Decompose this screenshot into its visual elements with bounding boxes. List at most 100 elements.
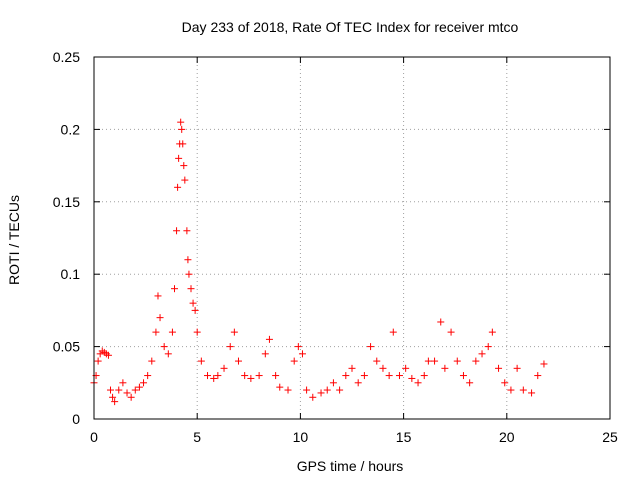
data-point xyxy=(183,227,191,235)
data-point xyxy=(135,383,143,391)
data-point xyxy=(204,372,212,380)
data-point xyxy=(501,379,509,387)
data-point xyxy=(402,364,410,372)
data-point xyxy=(408,374,416,382)
data-point xyxy=(513,364,521,372)
data-point xyxy=(395,372,403,380)
x-axis-label: GPS time / hours xyxy=(297,458,404,474)
y-tick-label: 0.15 xyxy=(53,194,80,210)
data-point xyxy=(220,364,228,372)
chart-title: Day 233 of 2018, Rate Of TEC Index for r… xyxy=(182,19,519,35)
data-point xyxy=(540,360,548,368)
data-point xyxy=(154,292,162,300)
data-point xyxy=(181,176,189,184)
data-point xyxy=(290,357,298,365)
data-point xyxy=(385,372,393,380)
grid-lines xyxy=(94,57,610,419)
data-point xyxy=(367,343,375,351)
data-point xyxy=(184,256,192,264)
data-point xyxy=(453,357,461,365)
data-point xyxy=(447,328,455,336)
data-point xyxy=(127,393,135,401)
x-tick-label: 0 xyxy=(90,429,98,445)
data-point xyxy=(261,350,269,358)
data-point xyxy=(173,227,181,235)
data-point xyxy=(160,343,168,351)
data-point xyxy=(94,357,102,365)
data-point xyxy=(519,386,527,394)
data-point xyxy=(119,379,127,387)
data-point xyxy=(309,393,317,401)
y-tick-label: 0.1 xyxy=(61,266,81,282)
y-axis-label: ROTI / TECUs xyxy=(6,195,22,285)
data-point xyxy=(342,372,350,380)
data-point xyxy=(152,328,160,336)
x-tick-label: 25 xyxy=(602,429,618,445)
data-point xyxy=(424,357,432,365)
y-tick-label: 0 xyxy=(72,411,80,427)
data-point xyxy=(488,328,496,336)
x-axis-ticks: 0 5 10 15 20 25 xyxy=(90,57,618,445)
y-tick-label: 0.25 xyxy=(53,49,80,65)
data-point xyxy=(178,125,186,133)
data-point xyxy=(373,357,381,365)
data-point xyxy=(255,372,263,380)
data-point xyxy=(478,350,486,358)
data-point xyxy=(272,372,280,380)
data-point xyxy=(189,299,197,307)
data-point xyxy=(234,357,242,365)
data-point xyxy=(241,372,249,380)
data-point xyxy=(420,372,428,380)
data-point xyxy=(360,372,368,380)
data-point xyxy=(472,357,480,365)
plot-frame xyxy=(93,56,611,420)
y-axis-ticks: 0 0.05 0.1 0.15 0.2 0.25 xyxy=(53,49,610,427)
data-point xyxy=(534,372,542,380)
data-points xyxy=(90,118,548,406)
data-point xyxy=(191,306,199,314)
data-point xyxy=(197,357,205,365)
data-point xyxy=(174,183,182,191)
data-point xyxy=(175,154,183,162)
data-point xyxy=(156,314,164,322)
x-tick-label: 5 xyxy=(193,429,201,445)
data-point xyxy=(431,357,439,365)
x-tick-label: 15 xyxy=(396,429,412,445)
data-point xyxy=(466,379,474,387)
data-point xyxy=(123,389,131,397)
x-tick-label: 10 xyxy=(293,429,309,445)
data-point xyxy=(170,285,178,293)
data-point xyxy=(317,389,325,397)
data-point xyxy=(354,379,362,387)
data-point xyxy=(140,379,148,387)
data-point xyxy=(298,350,306,358)
data-point xyxy=(179,140,187,148)
data-point xyxy=(495,364,503,372)
data-point xyxy=(187,285,195,293)
data-point xyxy=(104,351,112,359)
data-point xyxy=(294,343,302,351)
data-point xyxy=(303,386,311,394)
data-point xyxy=(323,386,331,394)
data-point xyxy=(379,364,387,372)
data-point xyxy=(111,398,119,406)
data-point xyxy=(441,364,449,372)
data-point xyxy=(265,335,273,343)
data-point xyxy=(115,386,123,394)
data-point xyxy=(414,379,422,387)
data-point xyxy=(276,383,284,391)
x-tick-label: 20 xyxy=(499,429,515,445)
data-point xyxy=(185,270,193,278)
data-point xyxy=(484,343,492,351)
data-point xyxy=(168,328,176,336)
data-point xyxy=(507,386,515,394)
data-point xyxy=(437,318,445,326)
data-point xyxy=(247,374,255,382)
y-tick-label: 0.05 xyxy=(53,339,80,355)
data-point xyxy=(284,386,292,394)
data-point xyxy=(164,350,172,358)
data-point xyxy=(131,386,139,394)
data-point xyxy=(148,357,156,365)
data-point xyxy=(230,328,238,336)
